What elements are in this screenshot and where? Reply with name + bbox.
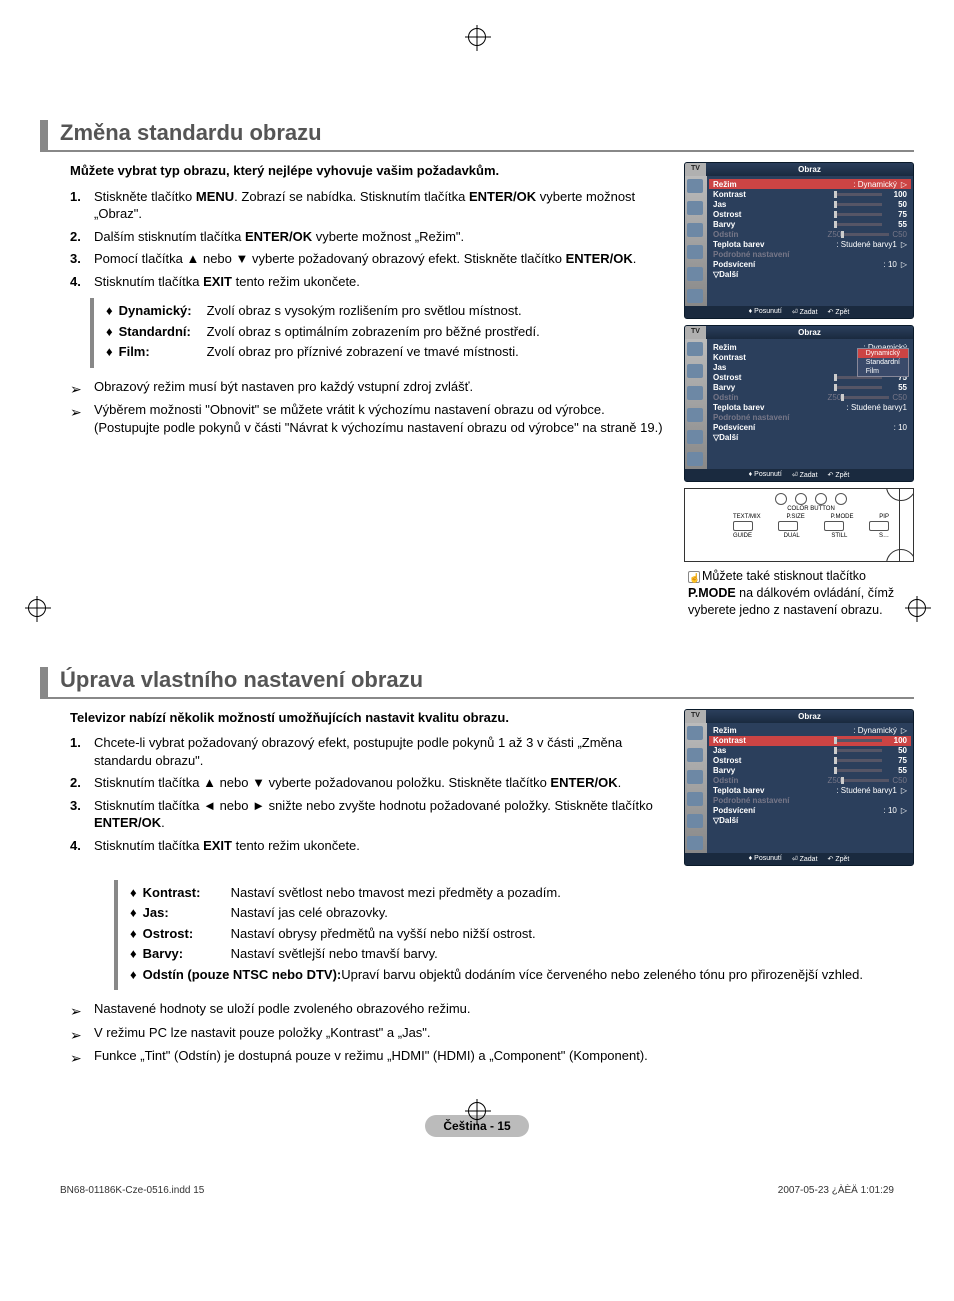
section1-intro: Můžete vybrat typ obrazu, který nejlépe … <box>70 162 674 180</box>
step-item: Stisknutím tlačítka EXIT tento režim uko… <box>70 273 674 291</box>
crop-mark-top <box>468 28 486 46</box>
osd-footer: ♦ Posunutí ⏎ Zadat ↶ Zpět <box>685 306 913 318</box>
osd-row-contrast: Kontrast100 <box>713 189 907 199</box>
osd-row-mode: Režim : Dynamický▷ <box>709 179 911 189</box>
section1-steps: Stiskněte tlačítko MENU. Zobrazí se nabí… <box>70 188 674 291</box>
section1-right: TV Obraz Režim : Dynamický▷ Kontrast100 … <box>684 162 914 619</box>
step-item: Stiskněte tlačítko MENU. Zobrazí se nabí… <box>70 188 674 223</box>
doc-filename: BN68-01186K-Cze-0516.indd 15 <box>60 1185 204 1196</box>
osd-panel-2: TV Obraz Režim: Dynamický Kontrast100 Ja… <box>684 325 914 482</box>
section2-intro: Televizor nabízí několik možností umožňu… <box>70 709 674 727</box>
definition-row: ♦Kontrast:Nastaví světlost nebo tmavost … <box>130 884 914 902</box>
osd-sidebar-icons <box>685 176 707 306</box>
note-row: ➢V režimu PC lze nastavit pouze položky … <box>70 1024 914 1042</box>
note-row: ➢Funkce „Tint" (Odstín) je dostupná pouz… <box>70 1047 914 1065</box>
osd-tv-badge: TV <box>685 163 706 176</box>
definition-row: ♦Ostrost:Nastaví obrysy předmětů na vyšš… <box>130 925 914 943</box>
osd-panel-1: TV Obraz Režim : Dynamický▷ Kontrast100 … <box>684 162 914 319</box>
section2-right: TV Obraz Režim: Dynamický▷ Kontrast100 J… <box>684 709 914 872</box>
definition-row: ♦Jas:Nastaví jas celé obrazovky. <box>130 904 914 922</box>
step-item: Stisknutím tlačítka ▲ nebo ▼ vyberte pož… <box>70 774 674 792</box>
section2-steps: Chcete-li vybrat požadovaný obrazový efe… <box>70 734 674 854</box>
osd-title: Obraz <box>706 163 913 176</box>
step-item: Chcete-li vybrat požadovaný obrazový efe… <box>70 734 674 769</box>
osd-row-backlight: Podsvícení: 10▷ <box>713 259 907 269</box>
document-footer: BN68-01186K-Cze-0516.indd 15 2007-05-23 … <box>40 1185 914 1196</box>
section1-left: Můžete vybrat typ obrazu, který nejlépe … <box>40 162 674 443</box>
osd-row-brightness: Jas50 <box>713 199 907 209</box>
osd-row-tint: OdstínZ50C50 <box>713 229 907 239</box>
step-item: Stisknutím tlačítka ◄ nebo ► snižte nebo… <box>70 797 674 832</box>
note-row: ➢Výběrem možnosti "Obnovit" se můžete vr… <box>70 401 674 436</box>
section2-left: Televizor nabízí několik možností umožňu… <box>40 709 674 863</box>
step-item: Stisknutím tlačítka EXIT tento režim uko… <box>70 837 674 855</box>
remote-color-label: COLOR BUTTON <box>725 506 897 512</box>
section2-notes: ➢Nastavené hodnoty se uloží podle zvolen… <box>70 1000 914 1065</box>
osd-row-color: Barvy55 <box>713 219 907 229</box>
note-row: ➢Obrazový režim musí být nastaven pro ka… <box>70 378 674 396</box>
definition-row: ♦Odstín (pouze NTSC nebo DTV):Upraví bar… <box>130 966 914 984</box>
section1-title: Změna standardu obrazu <box>40 120 914 152</box>
section-change-standard: Změna standardu obrazu Můžete vybrat typ… <box>40 120 914 619</box>
step-item: Pomocí tlačítka ▲ nebo ▼ vyberte požadov… <box>70 250 674 268</box>
note-row: ➢Nastavené hodnoty se uloží podle zvolen… <box>70 1000 914 1018</box>
osd-row-detail: Podrobné nastavení <box>713 249 907 259</box>
osd-panel-3: TV Obraz Režim: Dynamický▷ Kontrast100 J… <box>684 709 914 866</box>
step-item: Dalším stisknutím tlačítka ENTER/OK vybe… <box>70 228 674 246</box>
hand-icon: ☝ <box>688 571 700 583</box>
definition-row: ♦Film:Zvolí obraz pro příznivé zobrazení… <box>106 343 674 361</box>
osd-row-more: ▽Další <box>713 269 907 279</box>
section2-title: Úprava vlastního nastavení obrazu <box>40 667 914 699</box>
osd-row-ctemp: Teplota barev: Studené barvy1▷ <box>713 239 907 249</box>
definition-row: ♦Dynamický:Zvolí obraz s vysokým rozliše… <box>106 302 674 320</box>
osd-row-sharpness: Ostrost75 <box>713 209 907 219</box>
crop-mark-right <box>908 599 926 617</box>
crop-mark-bottom <box>468 1102 486 1120</box>
section1-notes: ➢Obrazový režim musí být nastaven pro ka… <box>70 378 674 437</box>
pmode-tip: ☝Můžete také stisknout tlačítko P.MODE n… <box>688 568 914 619</box>
osd-mode-popup: Dynamický Standardní Film <box>857 348 909 377</box>
section1-definitions: ♦Dynamický:Zvolí obraz s vysokým rozliše… <box>90 298 674 368</box>
definition-row: ♦Barvy:Nastaví světlejší nebo tmavší bar… <box>130 945 914 963</box>
definition-row: ♦Standardní:Zvolí obraz s optimálním zob… <box>106 323 674 341</box>
crop-mark-left <box>28 599 46 617</box>
section2-definitions: ♦Kontrast:Nastaví světlost nebo tmavost … <box>114 880 914 991</box>
section-custom-settings: Úprava vlastního nastavení obrazu Televi… <box>40 667 914 1065</box>
remote-illustration: COLOR BUTTON TEXT/MIXP.SIZEP.MODEPIP GUI… <box>684 488 914 562</box>
doc-timestamp: 2007-05-23 ¿ÀÈÄ 1:01:29 <box>778 1185 894 1196</box>
